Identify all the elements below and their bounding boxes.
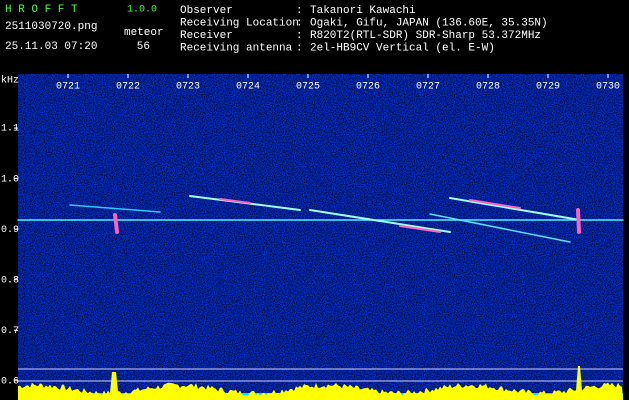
info-label: Receiving Location — [180, 17, 299, 29]
echo — [469, 199, 521, 209]
app-version: 1.0.0 — [127, 5, 157, 16]
unit-label: kHz — [1, 75, 19, 87]
file-name: 2511030720.png — [5, 21, 97, 33]
count-label: meteor — [124, 27, 164, 39]
y-tick-label: 0.6 — [1, 376, 19, 387]
echo — [576, 208, 581, 234]
info-value: 2el-HB9CV Vertical (el. E-W) — [310, 42, 495, 54]
time-label: 0727 — [416, 82, 440, 93]
echo — [69, 204, 161, 213]
info-value: Takanori Kawachi — [310, 5, 416, 17]
time-label: 0722 — [116, 82, 140, 93]
time-label: 0728 — [476, 82, 500, 93]
info-value: Ogaki, Gifu, JAPAN (136.60E, 35.35N) — [310, 17, 548, 29]
time-label: 0721 — [56, 82, 80, 93]
time-label: 0723 — [176, 82, 200, 93]
info-sep: : — [296, 5, 303, 17]
time-label: 0729 — [536, 82, 560, 93]
info-sep: : — [296, 17, 303, 29]
info-label: Receiving antenna — [180, 42, 293, 54]
time-label: 0726 — [356, 82, 380, 93]
echo — [219, 198, 251, 204]
echo — [429, 213, 571, 243]
time-label: 0730 — [596, 82, 620, 93]
echo — [113, 213, 119, 234]
time-label: 0724 — [236, 82, 260, 93]
echo — [399, 225, 441, 233]
spectrogram-noise — [18, 74, 623, 400]
y-tick-label: 1.1 — [1, 124, 19, 135]
y-tick-label: 0.7 — [1, 326, 19, 337]
info-sep: : — [296, 42, 303, 54]
echo — [449, 197, 581, 221]
info-label: Receiver — [180, 30, 233, 42]
info-label: Observer — [180, 5, 233, 17]
echo — [309, 209, 451, 233]
meteor-echoes — [17, 195, 624, 243]
datetime: 25.11.03 07:20 — [5, 41, 97, 53]
time-label: 0725 — [296, 82, 320, 93]
meteor-count: 56 — [137, 41, 150, 53]
info-sep: : — [296, 30, 303, 42]
y-tick-label: 0.8 — [1, 275, 19, 286]
y-tick-label: 1.0 — [1, 174, 19, 185]
signal-level — [18, 366, 623, 400]
app-name: H R O F F T — [5, 4, 78, 16]
info-value: R820T2(RTL-SDR) SDR-Sharp 53.372MHz — [310, 30, 541, 42]
y-tick-label: 0.9 — [1, 225, 19, 236]
